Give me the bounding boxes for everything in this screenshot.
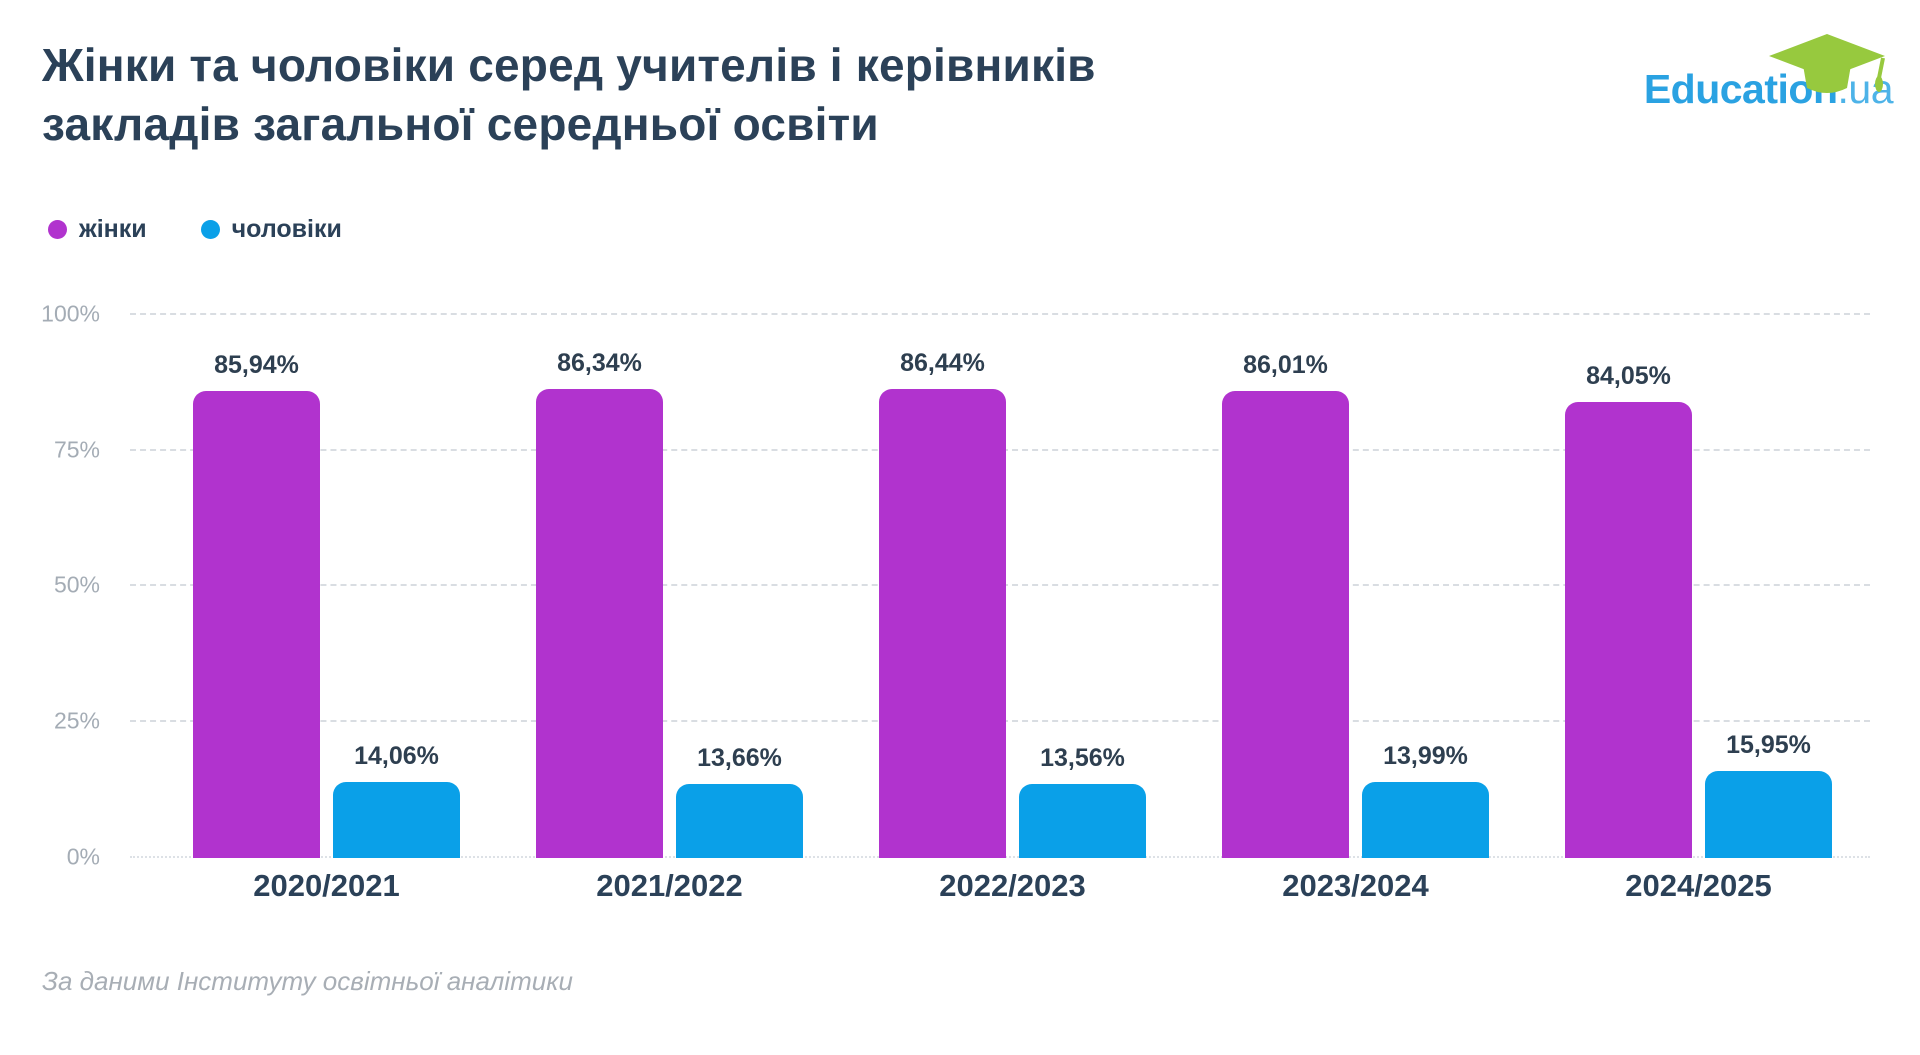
bar-men xyxy=(1362,782,1489,858)
gridline-100: 100% xyxy=(41,300,1870,326)
ytick-25: 25% xyxy=(53,707,100,734)
legend-item-men: чоловіки xyxy=(200,215,342,244)
legend-dot-men-icon xyxy=(200,220,220,239)
bar-group-2024-2025: 84,05% 15,95% xyxy=(1527,315,1870,858)
value-label-men: 13,66% xyxy=(697,743,782,772)
ytick-0: 0% xyxy=(66,843,100,870)
legend-item-women: жінки xyxy=(48,215,147,244)
value-label-women: 86,01% xyxy=(1243,350,1328,379)
xtick-2020-2021: 2020/2021 xyxy=(253,868,400,903)
xtick-2022-2023: 2022/2023 xyxy=(939,868,1086,903)
value-label-women: 84,05% xyxy=(1586,361,1671,390)
bar-stack-women: 84,05% xyxy=(1565,315,1692,858)
bar-men xyxy=(1019,784,1146,858)
bar-stack-women: 85,94% xyxy=(193,315,320,858)
ytick-50: 50% xyxy=(53,571,100,598)
graduation-cap-icon xyxy=(1769,34,1885,93)
bar-stack-men: 13,56% xyxy=(1019,315,1146,858)
bar-stack-men: 14,06% xyxy=(333,315,460,858)
page-title: Жінки та чоловіки серед учителів і керів… xyxy=(42,39,1096,150)
legend-dot-women-icon xyxy=(48,220,67,239)
bar-stack-men: 13,99% xyxy=(1362,315,1489,858)
ytick-75: 75% xyxy=(53,436,100,463)
bar-groups: 85,94% 14,06% 86,34% 13,66% xyxy=(155,315,1870,858)
value-label-women: 85,94% xyxy=(214,351,299,380)
bar-women xyxy=(879,388,1006,858)
bar-men xyxy=(333,781,460,858)
bar-group-2022-2023: 86,44% 13,56% xyxy=(841,315,1184,858)
bar-men xyxy=(1705,771,1832,858)
bar-stack-women: 86,44% xyxy=(879,315,1006,858)
bar-group-2021-2022: 86,34% 13,66% xyxy=(498,315,841,858)
bar-stack-women: 86,34% xyxy=(536,315,663,858)
value-label-women: 86,44% xyxy=(900,348,985,377)
bar-stack-men: 15,95% xyxy=(1705,315,1832,858)
value-label-men: 13,56% xyxy=(1040,744,1125,773)
value-label-women: 86,34% xyxy=(557,349,642,378)
value-label-men: 13,99% xyxy=(1383,742,1468,771)
value-label-men: 14,06% xyxy=(354,741,439,770)
bar-group-2020-2021: 85,94% 14,06% xyxy=(155,315,498,858)
legend-label-men: чоловіки xyxy=(231,215,342,243)
bar-women xyxy=(1565,401,1692,858)
bar-group-2023-2024: 86,01% 13,99% xyxy=(1184,315,1527,858)
bar-stack-men: 13,66% xyxy=(676,315,803,858)
ytick-100: 100% xyxy=(41,300,100,327)
bar-stack-women: 86,01% xyxy=(1222,315,1349,858)
legend-label-women: жінки xyxy=(79,215,147,243)
educationua-logo: Education.ua xyxy=(1644,34,1893,126)
chart-legend: жінки чоловіки xyxy=(48,215,342,244)
bar-women xyxy=(536,389,663,858)
bar-chart: 100% 75% 50% 25% 0% 85,94% 14,06% xyxy=(41,300,1870,869)
xtick-2021-2022: 2021/2022 xyxy=(596,868,743,903)
value-label-men: 15,95% xyxy=(1726,731,1811,760)
x-axis-labels: 2020/2021 2021/2022 2022/2023 2023/2024 … xyxy=(155,868,1870,904)
bar-men xyxy=(676,783,803,858)
bar-women xyxy=(193,391,320,858)
bar-women xyxy=(1222,390,1349,858)
xtick-2024-2025: 2024/2025 xyxy=(1625,868,1772,903)
xtick-2023-2024: 2023/2024 xyxy=(1282,868,1429,903)
source-note: За даними Інституту освітньої аналітики xyxy=(42,966,573,996)
